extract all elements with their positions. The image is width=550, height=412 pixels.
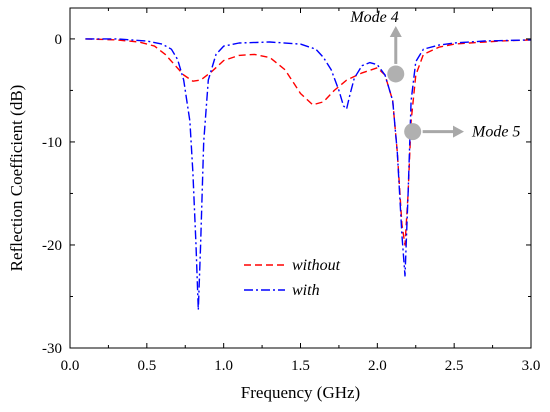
annotation-layer: Mode 4 Mode 5 (349, 9, 520, 141)
legend-label-with: with (292, 282, 320, 299)
x-axis-label: Frequency (GHz) (241, 383, 360, 402)
y-tick-label: -20 (42, 238, 62, 254)
x-tick-label: 1.0 (214, 358, 233, 374)
y-tick-label: 0 (55, 32, 63, 48)
x-tick-label: 0.0 (61, 358, 80, 374)
x-tick-label: 0.5 (137, 358, 156, 374)
mode4-label: Mode 4 (349, 9, 398, 26)
mode5-label: Mode 5 (471, 124, 520, 141)
y-axis-label: Reflection Coefficient (dB) (7, 85, 26, 272)
x-tick-label: 1.5 (291, 358, 310, 374)
y-tick-label: -30 (42, 341, 62, 357)
x-tick-label: 2.0 (368, 358, 387, 374)
mode5-marker (404, 123, 422, 141)
mode4-arrow-head (389, 26, 402, 37)
legend-label-without: without (292, 257, 341, 274)
x-tick-label: 2.5 (445, 358, 464, 374)
mode5-arrow-head (453, 125, 464, 138)
mode4-marker (387, 65, 405, 83)
y-tick-label: -10 (42, 135, 62, 151)
series-line-with (85, 38, 532, 311)
series-layer (85, 38, 532, 311)
x-tick-label: 3.0 (522, 358, 541, 374)
legend: without with (244, 257, 341, 299)
ticks-layer: 0.0 0.5 1.0 1.5 2.0 2.5 3.0 0 -10 -20 -30 (42, 8, 540, 374)
series-line-without (85, 38, 532, 246)
